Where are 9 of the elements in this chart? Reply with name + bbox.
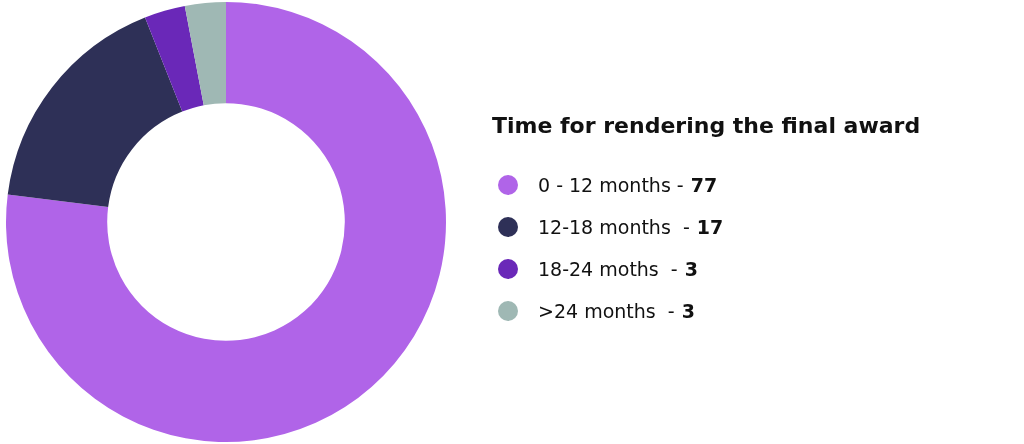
data-label: 77	[690, 173, 718, 196]
data-label: 3	[684, 257, 698, 280]
legend-label: 12-18 months -	[538, 215, 690, 238]
legend-title: Time for rendering the final award	[492, 112, 921, 138]
legend-label: 18-24 moths -	[538, 257, 678, 280]
legend-label: 0 - 12 months -	[538, 173, 684, 196]
legend-label: >24 months -	[538, 299, 675, 322]
data-label: 17	[696, 215, 724, 238]
data-label: 3	[681, 299, 695, 322]
